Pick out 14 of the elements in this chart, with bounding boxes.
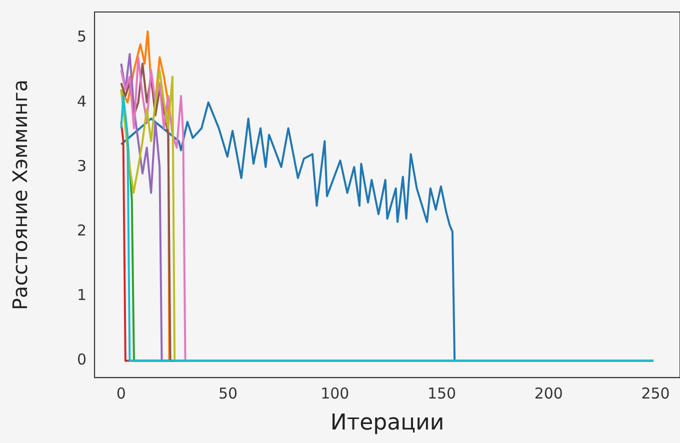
y-tick-label: 0 — [76, 350, 87, 369]
y-tick-label: 4 — [76, 92, 87, 110]
x-tick-label: 50 — [218, 384, 238, 402]
y-axis-title: Расстояние Хэмминга — [8, 79, 32, 310]
x-tick-label: 200 — [534, 384, 563, 402]
x-axis-title: Итерации — [330, 410, 444, 436]
x-tick-label: 0 — [116, 384, 126, 402]
y-tick-label: 1 — [76, 286, 87, 304]
y-tick-label: 5 — [76, 28, 87, 46]
y-tick-label: 2 — [76, 222, 87, 240]
y-tick-label: 3 — [76, 156, 87, 175]
x-tick-label: 150 — [427, 384, 456, 402]
x-tick-label: 250 — [641, 384, 670, 402]
x-tick-label: 100 — [320, 384, 350, 402]
